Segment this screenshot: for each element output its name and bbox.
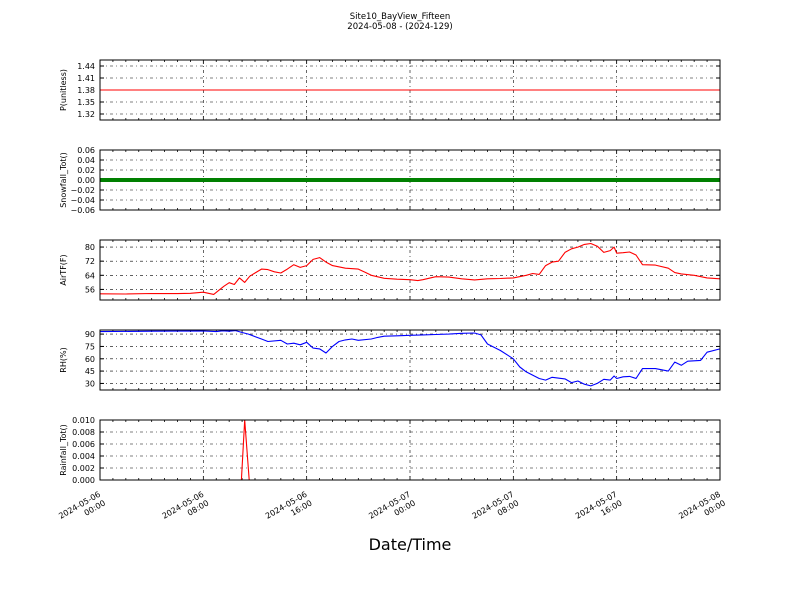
rainfall-ylabel: Rainfall_Tot() bbox=[59, 424, 68, 476]
pressure-ylabel: P(unitless) bbox=[59, 69, 68, 111]
relative-humidity-panel: 90 75 60 45 30 RH(%) bbox=[59, 329, 721, 391]
relative-humidity-series-line bbox=[99, 330, 721, 387]
air-temperature-panel: 80 72 64 56 AirTF(F) bbox=[59, 239, 721, 301]
air-temperature-ytick-label: 64 bbox=[85, 271, 95, 280]
air-temperature-axes-frame bbox=[99, 239, 721, 301]
snowfall-ytick-label: −0.02 bbox=[70, 186, 95, 195]
pressure-ytick-label: 1.32 bbox=[77, 110, 95, 119]
pressure-panel: 1.44 1.41 1.38 1.35 1.32 P(unitless) bbox=[59, 59, 721, 121]
rainfall-ytick-label: 0.004 bbox=[72, 452, 95, 461]
relative-humidity-axes-frame bbox=[99, 329, 721, 391]
rainfall-ytick-label: 0.006 bbox=[72, 440, 95, 449]
snowfall-panel: 0.060.040.020.00−0.02−0.04−0.06Snowfall_… bbox=[59, 146, 721, 215]
snowfall-ytick-label: −0.06 bbox=[70, 206, 95, 215]
pressure-ytick-label: 1.41 bbox=[77, 74, 95, 83]
air-temperature-ylabel: AirTF(F) bbox=[59, 254, 68, 285]
rainfall-ytick-label: 0.000 bbox=[72, 476, 95, 485]
snowfall-ylabel: Snowfall_Tot() bbox=[59, 152, 68, 208]
x-axis-label: Date/Time bbox=[369, 535, 452, 554]
air-temperature-ytick-label: 56 bbox=[85, 285, 95, 294]
relative-humidity-ytick-label: 45 bbox=[85, 367, 95, 376]
rainfall-ytick-label: 0.008 bbox=[72, 428, 95, 437]
pressure-ytick-label: 1.35 bbox=[77, 98, 95, 107]
rainfall-ytick-label: 0.010 bbox=[72, 416, 95, 425]
pressure-ytick-label: 1.38 bbox=[77, 86, 95, 95]
chart-title-line1: Site10_BayView_Fifteen bbox=[350, 12, 451, 22]
air-temperature-ytick-label: 80 bbox=[85, 243, 95, 252]
snowfall-ytick-label: 0.04 bbox=[77, 156, 95, 165]
relative-humidity-ytick-label: 75 bbox=[85, 342, 95, 351]
rainfall-panel: 0.010 0.008 0.006 0.004 0.002 0.000 Rainfall_T… bbox=[59, 416, 721, 485]
snowfall-ytick-label: 0.00 bbox=[77, 176, 95, 185]
snowfall-ytick-label: 0.02 bbox=[77, 166, 95, 175]
pressure-axes-frame bbox=[99, 59, 721, 121]
snowfall-axes-frame bbox=[99, 149, 721, 211]
rainfall-ytick-label: 0.002 bbox=[72, 464, 95, 473]
chart-title-line2: 2024-05-08 - (2024-129) bbox=[347, 22, 452, 32]
relative-humidity-ylabel: RH(%) bbox=[59, 347, 68, 372]
snowfall-ytick-label: 0.06 bbox=[77, 146, 95, 155]
air-temperature-series-line bbox=[99, 242, 721, 295]
panels: 1.441.411.381.351.32P(unitless)0.060.040… bbox=[59, 59, 721, 485]
rainfall-axes-frame bbox=[99, 419, 721, 481]
relative-humidity-ytick-label: 60 bbox=[85, 355, 95, 364]
air-temperature-ytick-label: 72 bbox=[85, 257, 95, 266]
relative-humidity-ytick-label: 90 bbox=[85, 330, 95, 339]
relative-humidity-ytick-label: 30 bbox=[85, 379, 95, 388]
snowfall-ytick-label: −0.04 bbox=[70, 196, 95, 205]
pressure-ytick-label: 1.44 bbox=[77, 62, 95, 71]
